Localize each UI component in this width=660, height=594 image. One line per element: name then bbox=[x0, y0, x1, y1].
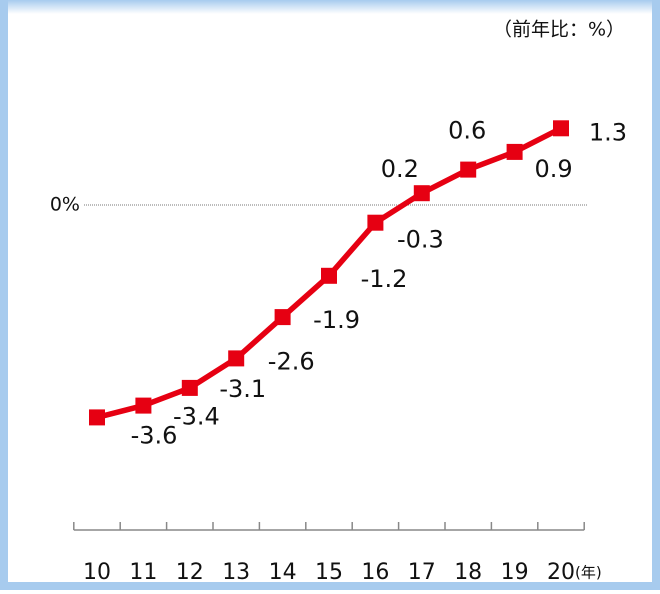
point-marker bbox=[228, 350, 245, 367]
point-marker bbox=[506, 143, 523, 160]
data-label: -2.6 bbox=[268, 347, 315, 375]
x-tick-label: 18 bbox=[454, 560, 482, 585]
point-marker bbox=[181, 379, 198, 396]
panel-top bbox=[8, 0, 652, 14]
x-tick-label: 20 bbox=[547, 560, 575, 585]
y-tick-label: 0% bbox=[50, 194, 80, 216]
point-marker bbox=[460, 161, 477, 178]
point-marker bbox=[321, 267, 337, 284]
data-label: -0.3 bbox=[397, 226, 444, 254]
data-label: -3.1 bbox=[219, 375, 266, 403]
point-marker bbox=[135, 397, 152, 414]
x-tick-label: 17 bbox=[408, 560, 436, 585]
data-label: 0.6 bbox=[448, 117, 486, 145]
x-tick-label: 16 bbox=[361, 560, 389, 585]
point-marker bbox=[274, 309, 291, 326]
x-unit-label: (年) bbox=[575, 564, 602, 582]
data-label: 0.9 bbox=[535, 155, 573, 183]
panel bbox=[8, 0, 652, 582]
data-label: -1.9 bbox=[313, 306, 360, 334]
data-label: 0.2 bbox=[381, 155, 419, 183]
point-marker bbox=[413, 185, 430, 202]
data-label: -3.6 bbox=[131, 421, 178, 449]
x-tick-label: 15 bbox=[315, 560, 343, 585]
point-marker bbox=[367, 214, 384, 231]
y-unit-label: （前年比：%） bbox=[493, 19, 625, 41]
x-tick-label: 19 bbox=[501, 560, 529, 585]
point-marker bbox=[553, 120, 569, 137]
data-label: -1.2 bbox=[361, 265, 408, 293]
data-label: 1.3 bbox=[589, 118, 627, 146]
data-label: -3.4 bbox=[173, 403, 220, 431]
x-tick-label: 10 bbox=[83, 560, 111, 585]
point-marker bbox=[89, 409, 105, 426]
x-tick-label: 11 bbox=[129, 560, 157, 585]
x-tick-label: 14 bbox=[269, 560, 297, 585]
x-tick-label: 12 bbox=[176, 560, 204, 585]
x-tick-label: 13 bbox=[222, 560, 250, 585]
